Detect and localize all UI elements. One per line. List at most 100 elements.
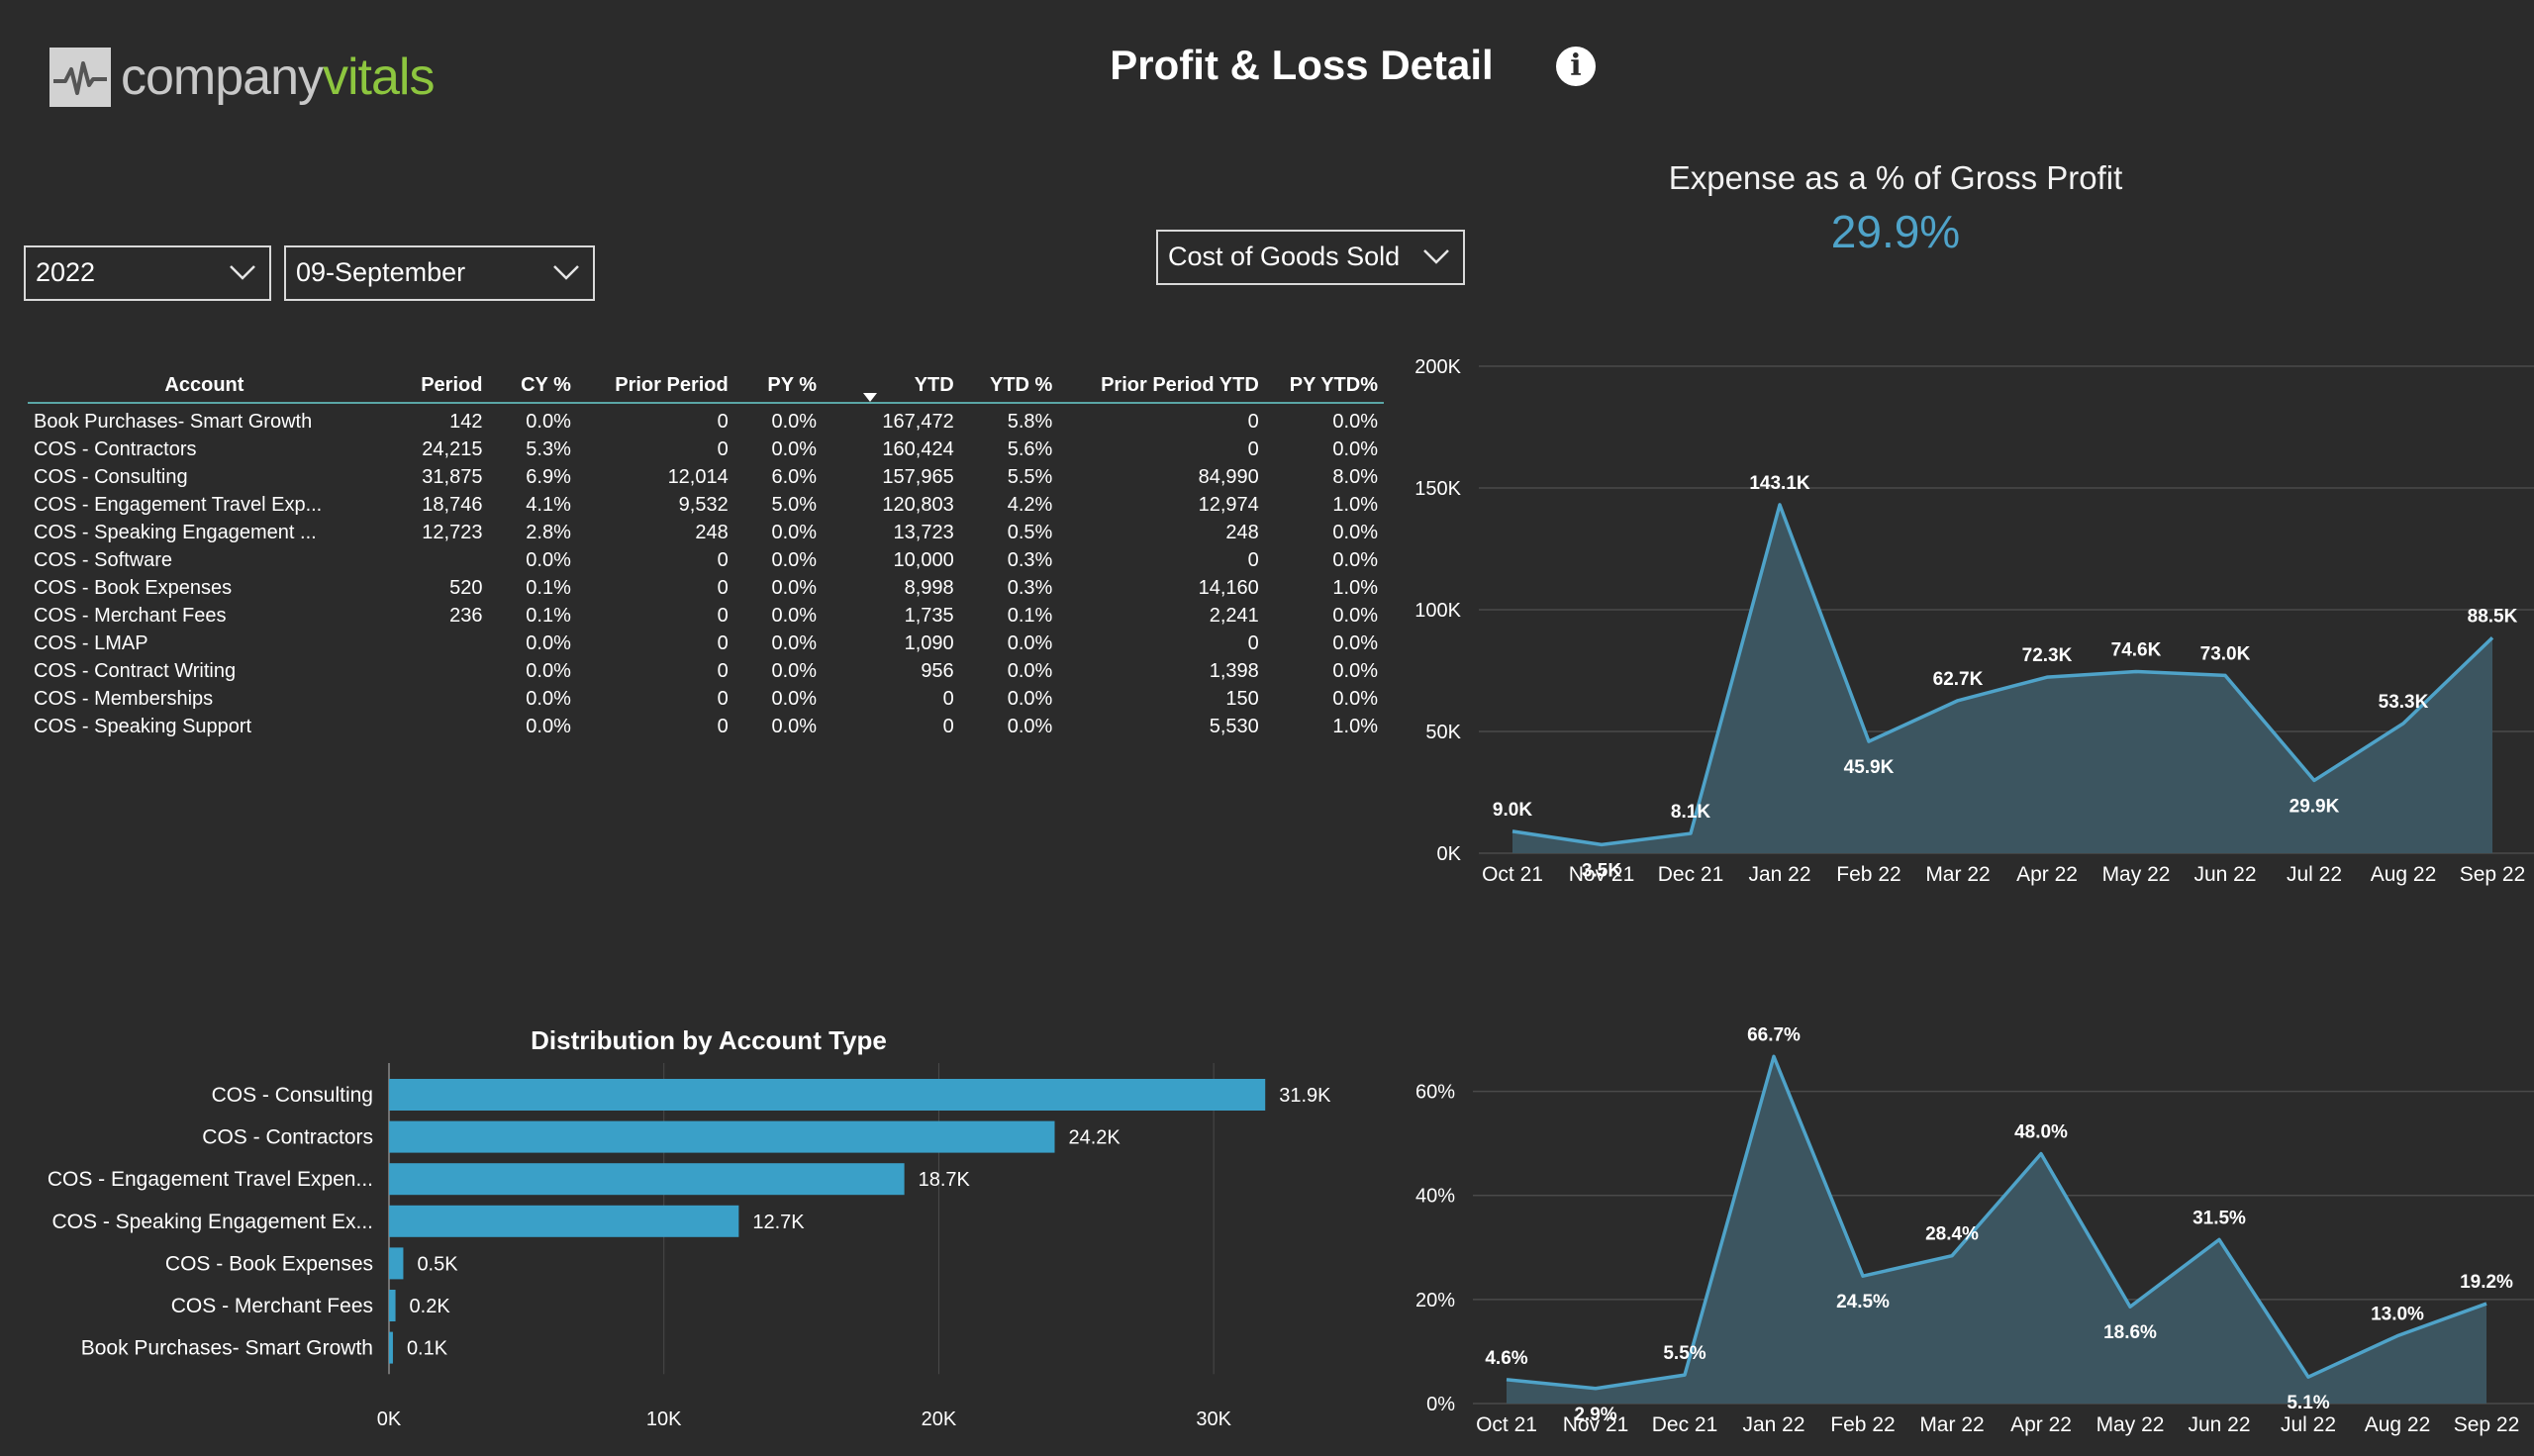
col-header-py-ytd-pct[interactable]: PY YTD%	[1264, 368, 1384, 404]
table-row[interactable]: COS - Engagement Travel Exp... 18,746 4.1%…	[28, 491, 1384, 519]
table-row[interactable]: COS - Software 0.0% 0 0.0% 10,000 0.3% 0 0.0%	[28, 546, 1384, 574]
table-row[interactable]: COS - Speaking Support 0.0% 0 0.0% 0 0.0% 5,53…	[28, 713, 1384, 740]
table-cell: 0.0%	[1007, 659, 1053, 682]
data-point[interactable]	[1591, 1384, 1601, 1394]
table-row[interactable]: COS - Contract Writing 0.0% 0 0.0% 956 0.0% 1,…	[28, 657, 1384, 685]
table-row[interactable]: COS - Consulting 31,875 6.9% 12,014 6.0% 157,…	[28, 463, 1384, 491]
bar-data-label: 12.7K	[752, 1212, 805, 1233]
table-cell: 0.0%	[526, 715, 571, 737]
data-point[interactable]	[1508, 826, 1517, 836]
series-line	[1506, 1054, 2487, 1391]
data-point[interactable]	[2392, 1331, 2402, 1341]
y-tick-label: 0K	[1437, 843, 1462, 865]
data-point[interactable]	[1680, 1370, 1690, 1380]
table-cell: 0	[717, 687, 729, 710]
table-cell: 13,723	[893, 521, 954, 543]
data-point[interactable]	[2398, 719, 2408, 728]
table-cell: 160,424	[882, 437, 954, 460]
table-cell: 1,735	[904, 604, 954, 627]
table-row[interactable]: COS - LMAP 0.0% 0 0.0% 1,090 0.0% 0 0.0%	[28, 630, 1384, 657]
table-cell	[381, 713, 489, 740]
data-label: 72.3K	[2022, 645, 2073, 666]
data-point[interactable]	[2309, 775, 2319, 785]
data-point[interactable]	[1502, 1375, 1511, 1385]
data-point[interactable]	[2487, 632, 2497, 642]
bar[interactable]	[389, 1163, 905, 1196]
table-cell: 6.9%	[526, 465, 571, 488]
table-row[interactable]: COS - Speaking Engagement ... 12,723 2.8% 2…	[28, 519, 1384, 546]
data-point[interactable]	[1769, 1051, 1779, 1061]
data-point[interactable]	[1864, 736, 1874, 746]
data-point[interactable]	[1947, 1251, 1957, 1261]
table-cell: 9,532	[678, 493, 729, 516]
col-header-ytd[interactable]: YTD	[823, 368, 960, 404]
info-icon[interactable]: i	[1556, 47, 1596, 86]
table-row[interactable]: COS - Book Expenses 520 0.1% 0 0.0% 8,998 0.3%…	[28, 574, 1384, 602]
data-point[interactable]	[2214, 1234, 2224, 1244]
table-row[interactable]: Book Purchases- Smart Growth 142 0.0% 0 0.0%…	[28, 403, 1384, 436]
data-point[interactable]	[2220, 670, 2230, 680]
data-point[interactable]	[1597, 839, 1607, 849]
data-label: 5.1%	[2287, 1393, 2329, 1413]
data-label: 3.5K	[1582, 860, 1621, 881]
table-cell: 1.0%	[1332, 715, 1378, 737]
area-fill	[1512, 504, 2492, 853]
y-tick-label: 100K	[1414, 600, 1461, 622]
data-label: 45.9K	[1844, 757, 1895, 778]
data-point[interactable]	[2125, 1302, 2135, 1311]
data-point[interactable]	[1858, 1271, 1868, 1281]
col-header-ytd-pct[interactable]: YTD %	[959, 368, 1059, 404]
year-dropdown[interactable]: 2022	[24, 245, 271, 301]
table-cell	[381, 546, 489, 574]
y-tick-label: 20%	[1415, 1290, 1455, 1311]
chevron-down-icon	[1423, 249, 1449, 264]
col-header-account[interactable]: Account	[28, 368, 381, 404]
table-cell: 0.0%	[1332, 631, 1378, 654]
table-cell: 1,398	[1209, 659, 1259, 682]
table-cell: 0	[717, 437, 729, 460]
y-tick-label: 60%	[1415, 1082, 1455, 1104]
data-label: 66.7%	[1747, 1024, 1801, 1045]
x-tick-label: Jul 22	[2287, 863, 2342, 886]
data-point[interactable]	[2036, 1149, 2046, 1159]
table-row[interactable]: COS - Merchant Fees 236 0.1% 0 0.0% 1,735 0.1%…	[28, 602, 1384, 630]
x-tick-label: 30K	[1196, 1408, 1231, 1430]
bar[interactable]	[389, 1205, 739, 1237]
data-label: 18.6%	[2103, 1322, 2157, 1343]
col-header-prior-period-ytd[interactable]: Prior Period YTD	[1058, 368, 1265, 404]
table-cell: 0.0%	[771, 659, 818, 682]
table-cell: 150	[1225, 687, 1259, 710]
bar[interactable]	[389, 1331, 393, 1364]
data-point[interactable]	[1953, 696, 1963, 706]
logo-text-vitals: vitals	[323, 49, 435, 106]
table-row[interactable]: COS - Contractors 24,215 5.3% 0 0.0% 160,424 5…	[28, 436, 1384, 463]
table-cell: COS - Memberships	[34, 687, 214, 710]
col-header-cy-pct[interactable]: CY %	[488, 368, 577, 404]
data-point[interactable]	[2042, 672, 2052, 682]
bar[interactable]	[389, 1079, 1266, 1111]
data-label: 48.0%	[2014, 1122, 2068, 1143]
data-point[interactable]	[2131, 666, 2141, 676]
data-point[interactable]	[1686, 828, 1696, 838]
bar[interactable]	[389, 1120, 1055, 1153]
bar[interactable]	[389, 1290, 396, 1321]
data-point[interactable]	[1775, 500, 1785, 510]
table-cell: 236	[449, 604, 483, 627]
x-tick-label: Apr 22	[2010, 1413, 2072, 1436]
month-dropdown[interactable]: 09-September	[284, 245, 595, 301]
col-header-period[interactable]: Period	[380, 368, 489, 404]
category-label: COS - Merchant Fees	[171, 1295, 373, 1317]
table-cell: 0.0%	[771, 631, 818, 654]
category-dropdown[interactable]: Cost of Goods Sold	[1156, 230, 1465, 285]
data-point[interactable]	[2303, 1372, 2313, 1382]
x-tick-label: 0K	[377, 1408, 402, 1430]
table-row[interactable]: COS - Memberships 0.0% 0 0.0% 0 0.0% 150 0.0%	[28, 685, 1384, 713]
bar[interactable]	[389, 1247, 404, 1280]
col-header-prior-period[interactable]: Prior Period	[576, 368, 734, 404]
table-cell: COS - Book Expenses	[34, 576, 233, 599]
table-cell: 6.0%	[771, 465, 818, 488]
table-cell: 2.8%	[526, 521, 571, 543]
col-header-py-pct[interactable]: PY %	[733, 368, 824, 404]
bar-data-label: 18.7K	[919, 1169, 971, 1191]
data-point[interactable]	[2482, 1299, 2491, 1309]
